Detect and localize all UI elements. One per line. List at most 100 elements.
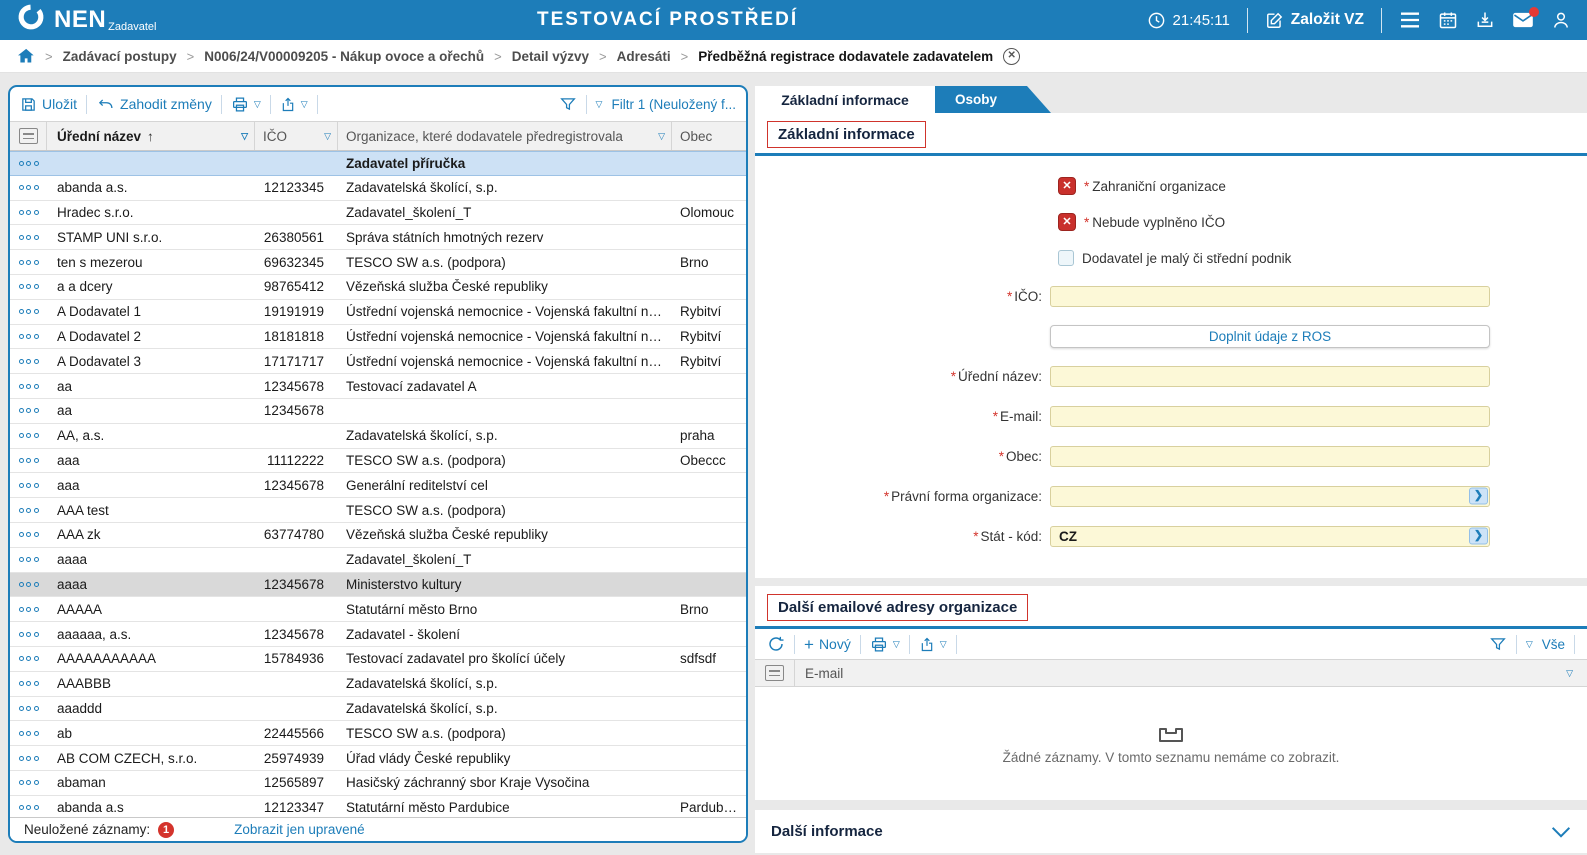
filter-caret-icon[interactable]: ▽ xyxy=(324,130,331,141)
column-header-obec[interactable]: Obec xyxy=(672,122,746,150)
row-menu-button[interactable] xyxy=(10,457,47,463)
export-dropdown-caret[interactable]: ▽ xyxy=(939,638,947,649)
row-menu-button[interactable] xyxy=(10,557,47,563)
table-row[interactable]: STAMP UNI s.r.o. 26380561 Správa státníc… xyxy=(10,225,746,251)
table-row[interactable]: aa 12345678 Testovací zadavatel A xyxy=(10,374,746,399)
filter-caret-icon[interactable]: ▽ xyxy=(241,130,248,141)
legal-form-lookup-button[interactable]: ❯ xyxy=(1469,487,1488,505)
home-icon[interactable] xyxy=(18,48,35,64)
user-icon[interactable] xyxy=(1551,10,1571,30)
chevron-down-icon[interactable] xyxy=(1551,825,1571,839)
table-row[interactable]: abanda a.s. 12123345 Zadavatelská školíc… xyxy=(10,175,746,201)
breadcrumb-item-zakazka[interactable]: N006/24/V00009205 - Nákup ovoce a ořechů xyxy=(204,48,485,64)
row-menu-button[interactable] xyxy=(10,259,47,265)
row-menu-button[interactable] xyxy=(10,705,47,711)
row-menu-button[interactable] xyxy=(10,780,47,786)
table-row[interactable]: AAAAA Statutární město Brno Brno xyxy=(10,597,746,623)
table-row[interactable]: ten s mezerou 69632345 TESCO SW a.s. (po… xyxy=(10,250,746,275)
tab-osoby[interactable]: Osoby xyxy=(935,86,1051,113)
table-row[interactable]: A Dodavatel 3 17171717 Ústřední vojenská… xyxy=(10,349,746,375)
export-emails-button[interactable]: ▽ xyxy=(919,636,947,653)
row-menu-button[interactable] xyxy=(10,656,47,662)
breadcrumb-item-detail-vyzvy[interactable]: Detail výzvy xyxy=(511,48,590,64)
table-row[interactable]: AAA test TESCO SW a.s. (podpora) xyxy=(10,498,746,523)
table-row[interactable]: aaaddd Zadavatelská školící, s.p. xyxy=(10,696,746,722)
checkbox-empty-icon[interactable] xyxy=(1058,250,1074,266)
row-menu-button[interactable] xyxy=(10,581,47,587)
close-icon[interactable]: ✕ xyxy=(1003,47,1021,65)
table-row[interactable]: aa 12345678 xyxy=(10,398,746,424)
calendar-icon[interactable] xyxy=(1438,10,1458,30)
all-filter-label[interactable]: Vše xyxy=(1541,636,1565,652)
column-header-official-name[interactable]: Úřední název ↑ ▽ xyxy=(47,122,255,150)
export-dropdown-caret[interactable]: ▽ xyxy=(300,98,308,109)
active-filter-label[interactable]: Filtr 1 (Neuložený f... xyxy=(611,96,736,112)
column-config-button[interactable] xyxy=(755,660,795,686)
table-row[interactable]: A Dodavatel 1 19191919 Ústřední vojenská… xyxy=(10,299,746,325)
checkbox-no-icon[interactable]: ✕ xyxy=(1058,177,1076,195)
country-code-lookup-button[interactable]: ❯ xyxy=(1469,527,1488,545)
column-header-ico[interactable]: IČO ▽ xyxy=(255,122,338,150)
row-menu-button[interactable] xyxy=(10,160,47,166)
table-row[interactable]: a a dcery 98765412 Vězeňská služba České… xyxy=(10,274,746,300)
row-menu-button[interactable] xyxy=(10,333,47,339)
table-row[interactable]: ab 22445566 TESCO SW a.s. (podpora) xyxy=(10,721,746,747)
row-menu-button[interactable] xyxy=(10,730,47,736)
row-menu-button[interactable] xyxy=(10,532,47,538)
save-button[interactable]: Uložit xyxy=(20,96,77,113)
row-menu-button[interactable] xyxy=(10,309,47,315)
table-row[interactable]: Zadavatel příručka xyxy=(10,151,746,176)
table-row[interactable]: aaaa Zadavatel_školení_T xyxy=(10,547,746,573)
filter-caret-icon[interactable]: ▽ xyxy=(658,130,665,141)
row-menu-button[interactable] xyxy=(10,681,47,687)
discard-changes-button[interactable]: Zahodit změny xyxy=(96,96,212,113)
export-button[interactable]: ▽ xyxy=(280,96,308,113)
fill-from-ros-button[interactable]: Doplnit údaje z ROS xyxy=(1050,324,1490,348)
table-row[interactable]: AA, a.s. Zadavatelská školící, s.p. prah… xyxy=(10,423,746,449)
breadcrumb-item-adresati[interactable]: Adresáti xyxy=(616,48,671,64)
row-menu-button[interactable] xyxy=(10,805,47,811)
tab-zakladni-informace[interactable]: Základní informace xyxy=(755,86,935,113)
row-menu-button[interactable] xyxy=(10,631,47,637)
more-info-section[interactable]: Další informace xyxy=(755,810,1587,853)
filter-icon[interactable] xyxy=(1489,636,1507,653)
refresh-icon[interactable] xyxy=(767,635,785,653)
table-row[interactable]: Hradec s.r.o. Zadavatel_školení_T Olomou… xyxy=(10,200,746,226)
legal-form-input[interactable] xyxy=(1050,485,1490,507)
column-header-organization[interactable]: Organizace, které dodavatele předregistr… xyxy=(338,122,672,150)
filter-caret-icon[interactable]: ▽ xyxy=(1566,667,1573,678)
new-email-button[interactable]: + Nový xyxy=(804,636,851,653)
checkbox-no-icon[interactable]: ✕ xyxy=(1058,213,1076,231)
menu-icon[interactable] xyxy=(1399,11,1421,29)
table-row[interactable]: AB COM CZECH, s.r.o. 25974939 Úřad vlády… xyxy=(10,746,746,771)
row-menu-button[interactable] xyxy=(10,408,47,414)
table-row[interactable]: AAABBB Zadavatelská školící, s.p. xyxy=(10,671,746,697)
filter-icon[interactable] xyxy=(559,96,577,113)
row-menu-button[interactable] xyxy=(10,284,47,290)
column-config-button[interactable] xyxy=(10,122,47,150)
row-menu-button[interactable] xyxy=(10,507,47,513)
row-menu-button[interactable] xyxy=(10,482,47,488)
ico-input[interactable] xyxy=(1050,285,1490,307)
row-menu-button[interactable] xyxy=(10,209,47,215)
row-menu-button[interactable] xyxy=(10,606,47,612)
download-icon[interactable] xyxy=(1475,10,1495,30)
new-tender-button[interactable]: Založit VZ xyxy=(1265,11,1364,30)
email-input[interactable] xyxy=(1050,405,1490,427)
table-row[interactable]: abaman 12565897 Hasičský záchranný sbor … xyxy=(10,770,746,796)
table-row[interactable]: AAAAAAAAAAA 15784936 Testovací zadavatel… xyxy=(10,646,746,672)
filter-dropdown-caret[interactable]: ▽ xyxy=(595,98,603,109)
print-button[interactable]: ▽ xyxy=(231,96,261,113)
sort-asc-icon[interactable]: ↑ xyxy=(147,128,154,144)
column-header-email[interactable]: E-mail xyxy=(805,665,844,681)
print-dropdown-caret[interactable]: ▽ xyxy=(892,638,900,649)
row-menu-button[interactable] xyxy=(10,185,47,191)
row-menu-button[interactable] xyxy=(10,234,47,240)
row-menu-button[interactable] xyxy=(10,358,47,364)
filter-dropdown-caret[interactable]: ▽ xyxy=(1525,638,1533,649)
print-emails-button[interactable]: ▽ xyxy=(870,636,900,653)
breadcrumb-item-zadavaci-postupy[interactable]: Zadávací postupy xyxy=(62,48,177,64)
show-edited-link[interactable]: Zobrazit jen upravené xyxy=(234,822,365,837)
print-dropdown-caret[interactable]: ▽ xyxy=(253,98,261,109)
row-menu-button[interactable] xyxy=(10,433,47,439)
